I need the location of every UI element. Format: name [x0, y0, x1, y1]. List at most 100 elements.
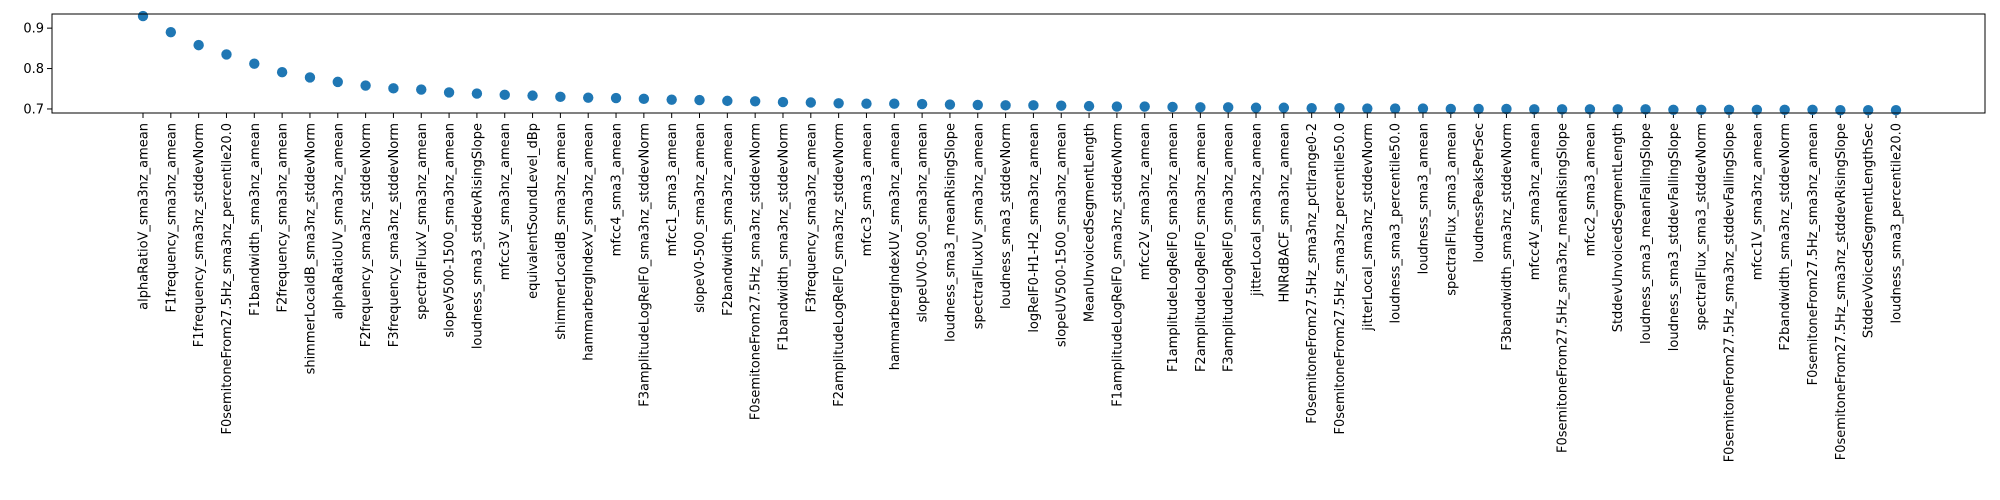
- x-tick-label: F2amplitudeLogRelF0_sma3nz_amean: [1194, 123, 1209, 372]
- data-point: [416, 84, 427, 95]
- x-tick-label: F0semitoneFrom27.5Hz_sma3nz_stddevRising…: [1834, 123, 1849, 460]
- data-point: [443, 87, 455, 98]
- data-point: [332, 76, 343, 88]
- data-point: [1306, 102, 1317, 114]
- data-point: [1556, 104, 1568, 115]
- x-tick-label: mfcc4V_sma3nz_amean: [1528, 123, 1543, 280]
- y-axis: 0.7 0.8 0.9: [23, 22, 52, 117]
- data-point: [944, 99, 956, 110]
- x-tick-label: loudness_sma3_stddevFallingSlope: [1667, 123, 1682, 351]
- x-tick-label: F2bandwidth_sma3nz_stddevNorm: [1778, 123, 1793, 351]
- data-point: [638, 93, 650, 105]
- data-point: [1696, 104, 1707, 115]
- data-point: [805, 97, 817, 108]
- x-tick-label: mfcc2V_sma3nz_amean: [1138, 123, 1153, 280]
- x-tick-label: mfcc1V_sma3nz_amean: [1750, 123, 1765, 280]
- x-tick-label: F2frequency_sma3nz_amean: [276, 123, 291, 313]
- x-tick-label: mfcc3V_sma3nz_amean: [498, 123, 513, 280]
- x-tick-label: hammarbergIndexV_sma3nz_amean: [582, 123, 597, 361]
- x-tick-label: F0semitoneFrom27.5Hz_sma3nz_stddevFallin…: [1723, 123, 1738, 462]
- data-point: [610, 92, 622, 104]
- x-tick-label: F1bandwidth_sma3nz_stddevNorm: [776, 123, 791, 351]
- x-tick-label: shimmerLocaldB_sma3nz_amean: [554, 123, 569, 340]
- x-tick-label: alphaRatioV_sma3nz_amean: [137, 123, 152, 310]
- data-points: [137, 10, 1902, 116]
- data-point: [833, 98, 844, 109]
- x-tick-label: spectralFlux_sma3_stddevNorm: [1695, 123, 1710, 330]
- x-axis: alphaRatioV_sma3nz_amean F1frequency_sma3…: [137, 113, 1905, 462]
- x-tick-label: mfcc4_sma3_amean: [610, 123, 625, 256]
- x-tick-label: F3frequency_sma3nz_amean: [804, 123, 819, 313]
- x-tick-label: F0semitoneFrom27.5Hz_sma3nz_stddevNorm: [749, 123, 764, 420]
- x-tick-label: F1bandwidth_sma3nz_amean: [248, 123, 263, 316]
- data-point: [1668, 104, 1679, 115]
- x-tick-label: F1frequency_sma3nz_stddevNorm: [192, 123, 207, 347]
- data-point: [1807, 104, 1818, 115]
- x-tick-label: loudness_sma3_stddevNorm: [999, 123, 1014, 309]
- x-tick-label: F2bandwidth_sma3nz_amean: [721, 123, 736, 316]
- data-point: [694, 94, 705, 106]
- data-point: [916, 98, 928, 110]
- x-tick-label: loudness_sma3_amean: [1416, 123, 1431, 274]
- data-point: [1250, 102, 1262, 113]
- x-tick-label: loudness_sma3_percentile20.0: [1890, 123, 1905, 323]
- data-point: [221, 49, 232, 60]
- x-tick-label: jitterLocal_sma3nz_stddevNorm: [1361, 123, 1376, 332]
- x-tick-label: F3bandwidth_sma3nz_stddevNorm: [1500, 123, 1515, 351]
- data-point: [1139, 101, 1150, 112]
- data-point: [137, 10, 149, 22]
- data-point: [666, 94, 677, 105]
- x-tick-label: loudness_sma3_stddevRisingSlope: [470, 123, 485, 349]
- x-tick-label: loudness_sma3_percentile50.0: [1389, 123, 1404, 323]
- data-point: [499, 89, 510, 101]
- data-point: [249, 58, 260, 69]
- x-tick-label: shimmerLocaldB_sma3nz_stddevNorm: [303, 123, 318, 374]
- data-point: [527, 90, 538, 101]
- x-tick-label: F1frequency_sma3nz_amean: [164, 123, 179, 313]
- data-point: [1334, 102, 1345, 114]
- data-point: [1751, 104, 1763, 115]
- data-point: [1389, 103, 1401, 114]
- y-tick-label: 0.8: [23, 62, 44, 77]
- y-tick-label: 0.7: [23, 102, 44, 117]
- x-tick-label: jitterLocal_sma3nz_amean: [1250, 123, 1265, 297]
- data-point: [1222, 102, 1234, 113]
- x-tick-label: F0semitoneFrom27.5Hz_sma3nz_percentile50…: [1333, 123, 1348, 435]
- data-point: [1362, 103, 1373, 114]
- data-point: [749, 96, 761, 107]
- data-point: [1723, 104, 1735, 115]
- data-point: [360, 80, 371, 91]
- data-point: [388, 83, 399, 94]
- x-tick-label: F3frequency_sma3nz_stddevNorm: [387, 123, 402, 347]
- x-tick-label: MeanUnvoicedSegmentLength: [1083, 123, 1098, 322]
- x-tick-label: mfcc3_sma3_amean: [860, 123, 875, 256]
- y-tick-label: 0.9: [23, 22, 44, 37]
- x-tick-label: spectralFlux_sma3_amean: [1444, 123, 1459, 296]
- x-tick-label: F2frequency_sma3nz_stddevNorm: [359, 123, 374, 347]
- data-point: [1779, 104, 1790, 115]
- data-point: [1529, 104, 1540, 115]
- x-tick-label: alphaRatioUV_sma3nz_amean: [331, 123, 346, 319]
- x-tick-label: HNRdBACF_sma3nz_amean: [1277, 123, 1292, 303]
- data-point: [1862, 104, 1874, 116]
- x-tick-label: StddevUnvoicedSegmentLength: [1611, 123, 1626, 332]
- x-tick-label: F0semitoneFrom27.5Hz_sma3nz_amean: [1806, 123, 1821, 385]
- x-tick-label: equivalentSoundLevel_dBp: [526, 123, 541, 299]
- data-point: [972, 99, 983, 111]
- data-point: [1000, 100, 1011, 111]
- data-point: [777, 96, 789, 108]
- data-point: [1445, 103, 1456, 115]
- data-point: [276, 66, 288, 78]
- data-point: [1083, 100, 1095, 112]
- data-point: [1056, 100, 1067, 111]
- x-tick-label: F0semitoneFrom27.5Hz_sma3nz_pctlrange0-2: [1305, 123, 1320, 424]
- x-tick-label: spectralFluxV_sma3nz_amean: [415, 123, 430, 320]
- data-point: [1835, 104, 1846, 116]
- data-point: [304, 72, 316, 83]
- data-point: [583, 92, 594, 103]
- x-tick-label: slopeV500-1500_sma3nz_amean: [443, 123, 458, 338]
- data-point: [861, 98, 872, 109]
- x-tick-label: F2amplitudeLogRelF0_sma3nz_stddevNorm: [832, 123, 847, 407]
- data-point: [1167, 101, 1178, 113]
